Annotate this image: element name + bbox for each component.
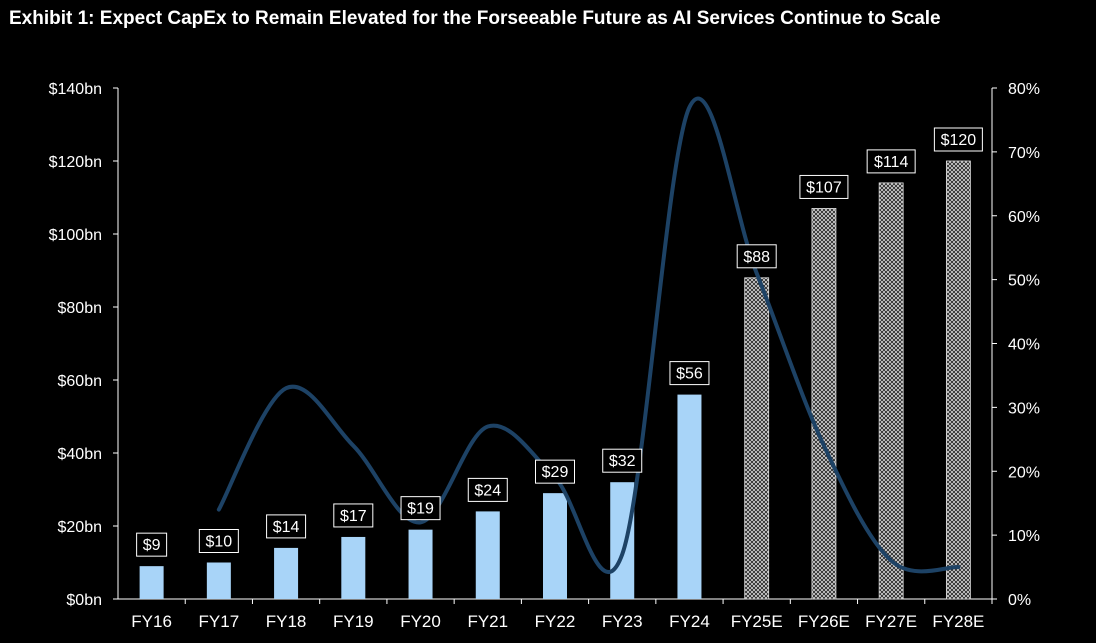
x-category-label: FY28E [932,612,984,631]
data-label-box [333,503,374,528]
y-right-tick-label: 0% [1008,592,1031,609]
x-category-label: FY24 [669,612,710,631]
data-label-box [266,514,307,539]
capex-bar [543,493,567,599]
y-right-tick-label: 60% [1008,209,1040,226]
y-left-tick-label: $100bn [49,227,102,244]
data-label-text: $14 [273,519,300,536]
data-label-box [669,361,710,386]
data-label-text: $114 [874,154,909,171]
data-label-text: $32 [609,453,636,470]
data-label: $114 [866,149,916,174]
data-label-box [933,127,983,152]
data-label: $10 [198,529,239,553]
y-left-tick-label: $120bn [49,154,102,171]
y-right-tick-label: 20% [1008,464,1040,481]
capex-bar [139,566,164,599]
data-label-box [136,532,168,557]
data-label-text: $120 [941,132,977,149]
y-right-tick-label: 80% [1008,81,1040,98]
capex-bar [206,562,231,599]
capex-bar [274,547,299,599]
capex-bar [610,482,635,599]
y-left-tick-label: $80bn [58,300,103,317]
data-label-box [799,174,849,199]
data-label-box [198,529,239,553]
data-label-text: $17 [340,508,367,525]
data-label: $9 [136,532,168,557]
x-category-label: FY26E [798,612,850,631]
data-label-box [736,244,777,269]
capex-bar [341,536,366,599]
data-label-text: $24 [474,482,501,499]
capex-bar [475,511,500,599]
estimated-capex-bar [878,182,904,600]
data-label: $17 [333,503,374,528]
y-right-tick-label: 40% [1008,337,1040,354]
data-label-box [866,149,916,174]
y-right-tick-label: 10% [1008,528,1040,545]
y-left-tick-label: $60bn [58,373,103,390]
y-right-tick-label: 70% [1008,145,1040,162]
data-label-box [602,448,643,473]
estimated-capex-bar [744,277,770,600]
x-category-label: FY21 [467,612,508,631]
capex-bar [677,394,702,599]
x-category-label: FY25E [731,612,783,631]
x-category-label: FY22 [535,612,576,631]
data-label-text: $107 [806,179,842,196]
capex-bar [408,529,433,599]
chart-title: Exhibit 1: Expect CapEx to Remain Elevat… [9,8,941,29]
data-label-text: $29 [542,464,569,481]
y-left-tick-label: $140bn [49,81,102,98]
data-label: $19 [400,496,441,521]
data-label: $29 [535,459,575,484]
data-label-box [400,496,441,521]
y-left-tick-label: $40bn [58,446,103,463]
growth-line [216,96,961,575]
data-label-text: $19 [407,501,434,518]
x-category-label: FY20 [400,612,441,631]
estimated-capex-bar [945,160,971,600]
x-category-label: FY17 [199,612,240,631]
data-label: $88 [736,244,777,269]
data-label: $14 [266,514,307,539]
data-label-text: $56 [676,366,703,383]
x-category-label: FY16 [131,612,172,631]
y-right-tick-label: 30% [1008,400,1040,417]
data-label: $107 [799,174,849,199]
data-label-text: $10 [205,534,232,551]
data-label-text: $9 [143,537,161,554]
data-label: $24 [467,477,508,502]
data-label: $32 [602,448,643,473]
x-category-label: FY23 [602,612,643,631]
y-left-tick-label: $0bn [66,592,102,609]
data-label-box [535,459,575,484]
data-label-text: $88 [743,249,770,266]
estimated-capex-bar [811,208,837,600]
y-right-tick-label: 50% [1008,273,1040,290]
data-label: $120 [933,127,983,152]
x-category-label: FY19 [333,612,374,631]
data-label: $56 [669,361,710,386]
x-category-label: FY27E [865,612,917,631]
x-category-label: FY18 [266,612,307,631]
data-label-box [467,477,508,502]
y-left-tick-label: $20bn [58,519,103,536]
